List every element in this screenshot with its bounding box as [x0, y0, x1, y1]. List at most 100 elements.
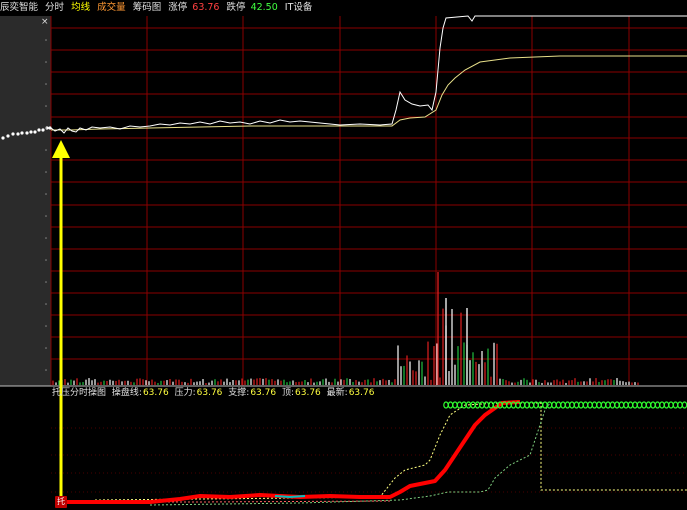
price-line — [50, 15, 687, 134]
green-marker — [519, 401, 526, 409]
pre-market-dots — [1, 126, 52, 140]
limit-down-value: 42.50 — [250, 2, 278, 13]
legend-value-pressure: 63.76 — [196, 388, 223, 398]
green-marker — [681, 401, 687, 409]
green-marker — [677, 401, 683, 409]
tick-dot — [45, 39, 47, 41]
close-icon[interactable]: × — [41, 17, 49, 27]
green-marker — [569, 401, 575, 409]
green-marker — [573, 401, 580, 409]
pre-market-dot — [1, 136, 5, 140]
green-marker — [479, 401, 485, 409]
green-marker — [641, 401, 647, 409]
green-marker — [447, 401, 454, 409]
pre-market-dot — [33, 130, 37, 134]
limit-down-label: 跌停 — [226, 2, 246, 13]
tuo-badge: 托 — [55, 496, 67, 508]
green-marker — [605, 401, 611, 409]
green-marker — [564, 401, 571, 409]
legend-value-top: 63.76 — [295, 388, 321, 398]
limit-up-value: 63.76 — [192, 2, 220, 13]
pre-market-panel — [0, 16, 51, 386]
upper-band-line — [94, 402, 687, 501]
tick-dot — [45, 215, 47, 217]
legend-value-latest: 63.76 — [348, 388, 375, 398]
green-marker — [623, 401, 629, 409]
tick-dot — [45, 61, 47, 63]
green-marker — [650, 401, 656, 409]
green-marker — [636, 401, 643, 409]
tick-dot — [45, 127, 47, 129]
volume-bars — [52, 272, 639, 385]
tick-dot — [45, 149, 47, 151]
green-marker — [555, 401, 562, 409]
legend-label-pressure: 压力: — [174, 388, 196, 398]
tick-dot — [45, 303, 47, 305]
grid-lines — [50, 16, 687, 493]
tick-dot — [45, 83, 47, 85]
green-marker — [609, 401, 616, 409]
cyan-segment — [274, 495, 306, 499]
green-marker — [582, 401, 589, 409]
legend-label-top: 顶: — [281, 388, 294, 398]
green-marker — [591, 401, 598, 409]
green-marker — [587, 401, 593, 409]
yellow-arrow-head — [52, 140, 70, 158]
indicator-baseline — [60, 500, 391, 503]
pre-market-dot — [41, 128, 45, 132]
tab-intraday[interactable]: 分时 — [45, 2, 65, 13]
limit-up-label: 涨停 — [168, 2, 188, 13]
tick-dot — [45, 369, 47, 371]
lower-band-line — [149, 402, 551, 506]
tick-dot — [45, 281, 47, 283]
tick-dot — [45, 347, 47, 349]
green-marker — [452, 401, 458, 409]
legend-value-operate: 63.76 — [142, 388, 169, 398]
tick-dot — [45, 325, 47, 327]
tick-dot — [45, 171, 47, 173]
pre-market-dot — [45, 126, 49, 130]
pre-market-dot — [29, 130, 33, 134]
green-marker — [483, 401, 490, 409]
average-price-line — [51, 55, 687, 131]
green-marker — [614, 401, 620, 409]
pre-market-dot — [25, 131, 29, 135]
green-marker — [578, 401, 584, 409]
legend-label-support: 支撑: — [228, 388, 250, 398]
tick-dot — [45, 193, 47, 195]
green-marker — [654, 401, 661, 409]
green-marker-chain — [443, 401, 687, 409]
green-marker — [474, 401, 481, 409]
legend-value-support: 63.76 — [250, 388, 277, 398]
pre-market-dot — [37, 128, 41, 132]
green-marker — [668, 401, 674, 409]
green-marker — [560, 401, 566, 409]
green-marker — [659, 401, 665, 409]
green-marker — [542, 401, 548, 409]
pre-market-dot — [16, 132, 20, 136]
indicator-name[interactable]: 托压分时操图 — [52, 388, 107, 398]
top-info-bar: 辰奕智能 分时 均线 成交量 筹码图 涨停 63.76 跌停 42.50 IT设… — [0, 0, 687, 16]
green-marker — [618, 401, 625, 409]
pre-market-dot — [20, 131, 24, 135]
tab-volume[interactable]: 成交量 — [97, 2, 126, 13]
green-marker — [528, 401, 535, 409]
tick-dot — [45, 259, 47, 261]
tab-moving-average[interactable]: 均线 — [71, 2, 91, 13]
green-marker — [663, 401, 670, 409]
green-marker — [627, 401, 634, 409]
pre-market-dot — [6, 134, 10, 138]
indicator-legend: 托压分时操图 操盘线:63.76 压力:63.76 支撑:63.76 顶:63.… — [52, 386, 377, 400]
green-marker — [551, 401, 557, 409]
tick-dot — [45, 105, 47, 107]
green-marker — [596, 401, 602, 409]
left-tick-marks — [45, 39, 47, 371]
stock-name: 辰奕智能 — [0, 2, 39, 13]
sector-tag[interactable]: IT设备 — [284, 2, 313, 13]
green-marker — [443, 401, 449, 409]
pre-market-dot — [11, 132, 15, 136]
tab-chip-chart[interactable]: 筹码图 — [132, 2, 162, 13]
green-marker — [645, 401, 652, 409]
thick-red-line — [60, 400, 521, 504]
